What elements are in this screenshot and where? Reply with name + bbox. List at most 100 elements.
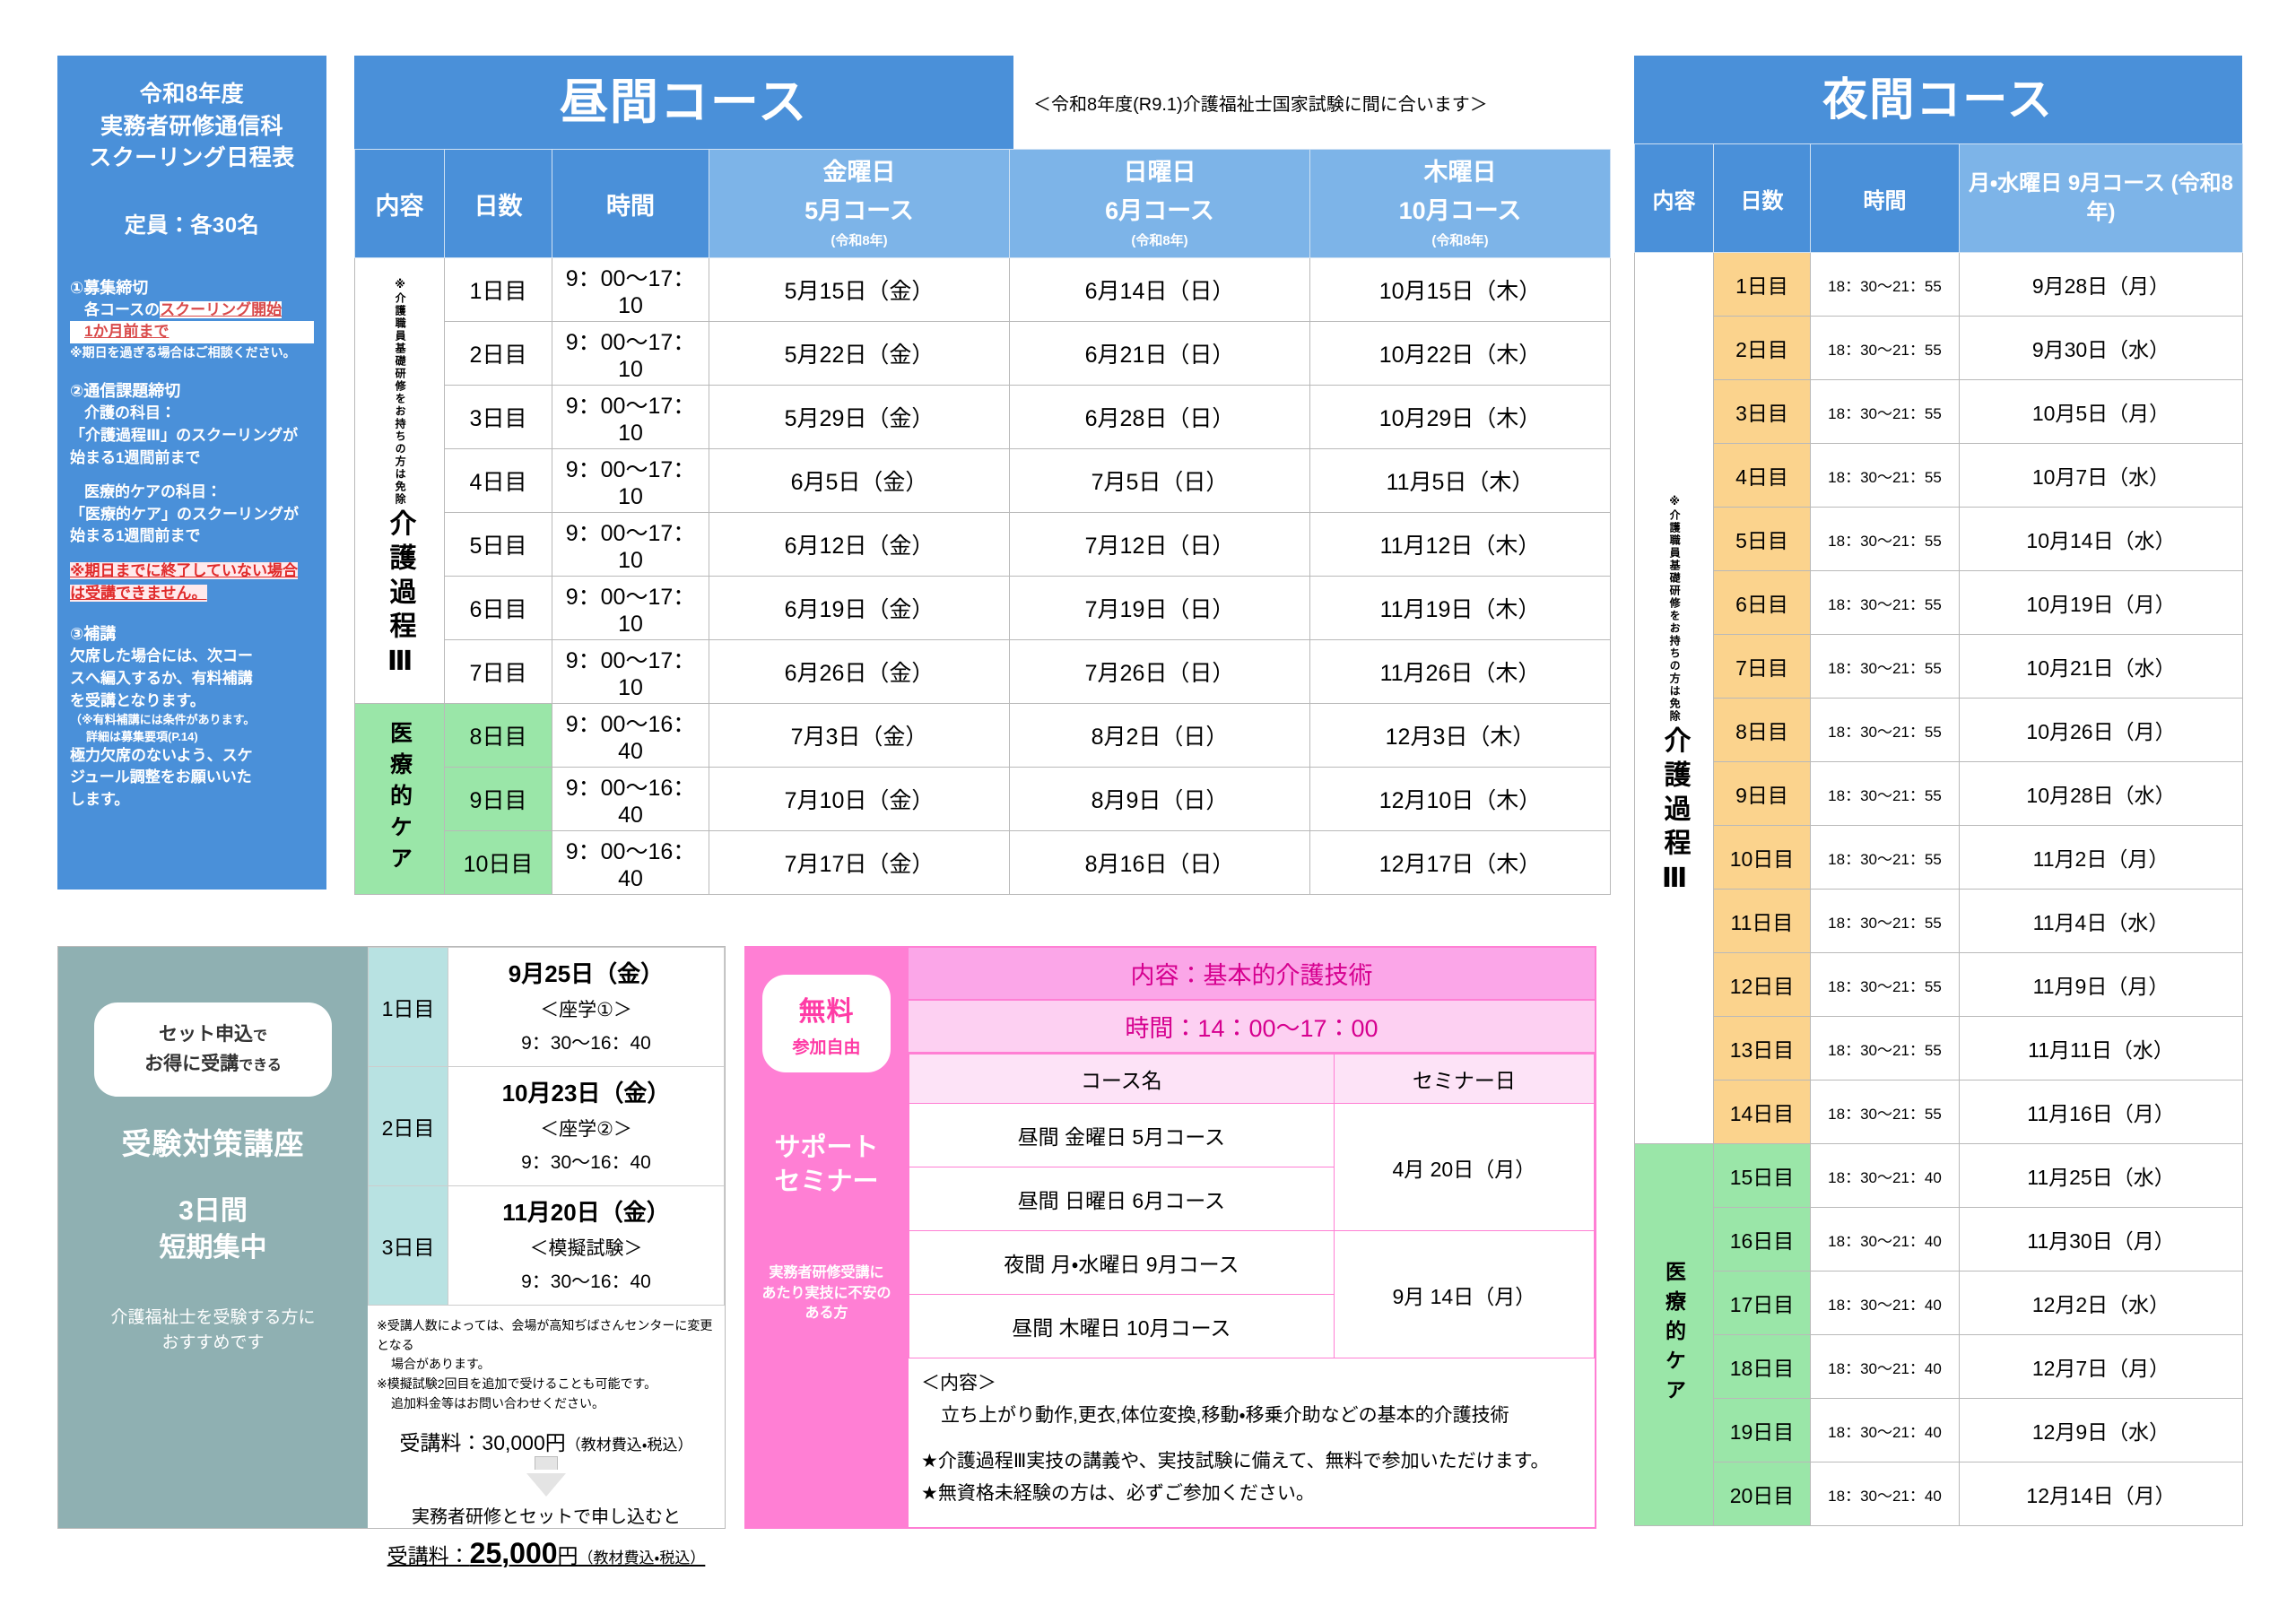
cell-time: 9：00～17：10	[552, 576, 709, 640]
cell-day: 2日目	[444, 321, 552, 386]
cell-date-june: 7月26日（日）	[1009, 639, 1310, 704]
th-month: 6月コース	[1105, 196, 1214, 224]
cell-session: 11月20日（金） ＜模擬試験＞ 9：30～16：40	[448, 1185, 725, 1306]
table-row: 2日目 10月23日（金） ＜座学②＞ 9：30～16：40	[368, 1066, 725, 1186]
th-content: 内容	[354, 149, 445, 258]
th-year: (令和8年)	[831, 233, 888, 249]
cell-day: 9日目	[444, 767, 552, 831]
night-course-section: 夜間コース 内容 日数 時間 月・水曜日 9月コース (令和8年) 介護過程Ⅲ ※…	[1634, 56, 2243, 1526]
group-label-text: 医療的ケア	[387, 720, 413, 878]
cell-date-october: 12月10日（木）	[1309, 767, 1611, 831]
exam-sub-line1: 3日間	[178, 1196, 248, 1227]
table-row: 6日目 18：30～21：55 10月19日（月）	[1635, 570, 2243, 635]
cell-time: 18：30～21：55	[1810, 952, 1960, 1017]
cell-time: 18：30～21：40	[1810, 1271, 1960, 1335]
th-month: 5月コース	[804, 196, 914, 224]
cell-day: 1日目	[444, 257, 552, 322]
cell-date-june: 8月2日（日）	[1009, 703, 1310, 768]
seminar-footer: 実務者研修受講に あたり実技に不安の ある方	[750, 1263, 903, 1324]
cell-date: 11月2日（月）	[1959, 825, 2243, 890]
day-course-note: ＜令和8年度(R9.1)介護福祉士国家試験に間に合います＞	[1033, 95, 1488, 115]
cell-date-october: 11月26日（木）	[1309, 639, 1611, 704]
cell-time: 9：00～16：40	[552, 830, 709, 895]
cell-date: 12月2日（水）	[1959, 1271, 2243, 1335]
cell-date: 10月14日（水）	[1959, 507, 2243, 571]
cell-date-october: 10月22日（木）	[1309, 321, 1611, 386]
cell-time: 9：00～17：10	[552, 639, 709, 704]
cell-time: 18：30～21：40	[1810, 1398, 1960, 1462]
th-year: (令和8年)	[1131, 233, 1188, 249]
table-row: 医療的ケア 15日目 18：30～21：40 11月25日（水）	[1634, 1143, 2243, 1526]
cell-day: 8日目	[1713, 698, 1811, 762]
cell-day: 13日目	[1713, 1016, 1811, 1081]
note2-warning-line1: ※期日までに終了していない場合	[70, 562, 299, 580]
cell-date: 10月28日（水）	[1959, 761, 2243, 826]
note3-line1: 欠席した場合には、次コー	[70, 647, 253, 665]
cell-time: 18：30～21：55	[1810, 698, 1960, 762]
cell-session: 10月23日（金） ＜座学②＞ 9：30～16：40	[448, 1066, 725, 1186]
exam-fee-condition: 実務者研修とセットで申し込むと	[412, 1507, 681, 1528]
table-row: 18日目 18：30～21：40 12月7日（月）	[1635, 1334, 2243, 1399]
cell-date-june: 6月14日（日）	[1009, 257, 1310, 322]
sidebar-title: 令和8年度 実務者研修通信科 スクーリング日程表	[70, 79, 314, 175]
cell-time: 18：30～21：55	[1810, 1080, 1960, 1144]
table-row: 介護過程Ⅲ ※介護職員基礎研修をお持ちの方は免除 1日目 9：00～17：10 …	[354, 257, 1611, 704]
sidebar-title-line2: 実務者研修通信科	[100, 113, 283, 139]
badge-open: 参加自由	[792, 1038, 861, 1057]
cell-time: 18：30～21：55	[1810, 889, 1960, 953]
cell-day: 15日目	[1713, 1143, 1811, 1208]
table-row: 13日目 18：30～21：55 11月11日（水）	[1635, 1016, 2243, 1081]
note1-highlight: スクーリング開始	[160, 300, 283, 318]
seminar-banner: 無料 参加自由 サポート セミナー 実務者研修受講に あたり実技に不安の ある方	[744, 946, 909, 1529]
cell-date: 11月11日（水）	[1959, 1016, 2243, 1081]
table-row: 7日目 18：30～21：55 10月21日（水）	[1635, 634, 2243, 699]
exam-foot-line2: おすすめです	[161, 1332, 265, 1352]
table-row: 4日目 9：00～17：10 6月5日（金） 7月5日（日） 11月5日（木）	[355, 448, 1611, 513]
note2-line4: 医療的ケアの科目：	[84, 483, 222, 501]
note2-line2: 「介護過程Ⅲ」のスクーリングが	[70, 426, 299, 444]
cell-date-may: 6月5日（金）	[709, 448, 1010, 513]
cell-date-june: 7月5日（日）	[1009, 448, 1310, 513]
note3-line6: 極力欠席のないよう、スケ	[70, 746, 253, 764]
note2-line1: 介護の科目：	[84, 404, 176, 422]
cell-time: 9：00～17：10	[552, 257, 709, 322]
cell-day: 4日目	[1713, 443, 1811, 508]
group-label-text: 医療的ケア	[1662, 1261, 1686, 1409]
cell-day: 10日目	[444, 830, 552, 895]
cell-date: 12月14日（月）	[1959, 1462, 2243, 1526]
cell-day: 3日目	[368, 1185, 448, 1306]
cell-date-june: 8月16日（日）	[1009, 830, 1310, 895]
table-row: 9日目 18：30～21：55 10月28日（水）	[1635, 761, 2243, 826]
prep-note-2: ※模擬試験2回目を追加で受けることも可能です。	[377, 1376, 657, 1392]
session-date: 11月20日（金）	[502, 1199, 670, 1226]
cell-course-name: 昼間 木曜日 10月コース	[909, 1294, 1335, 1358]
cell-date-october: 11月19日（木）	[1309, 576, 1611, 640]
cell-time: 18：30～21：55	[1810, 316, 1960, 380]
cell-time: 18：30～21：40	[1810, 1334, 1960, 1399]
cell-date-october: 10月29日（木）	[1309, 385, 1611, 449]
cell-date-may: 5月29日（金）	[709, 385, 1010, 449]
cell-time: 18：30～21：40	[1810, 1143, 1960, 1208]
cell-date-may: 6月19日（金）	[709, 576, 1010, 640]
cell-day: 16日目	[1713, 1207, 1811, 1271]
th-month: 10月コース	[1398, 196, 1522, 224]
th-seminar-date: セミナー日	[1333, 1054, 1596, 1104]
cell-time: 9：00～16：40	[552, 767, 709, 831]
session-kind: ＜模擬試験＞	[529, 1238, 643, 1259]
table-row: 4日目 18：30～21：55 10月7日（水）	[1635, 443, 2243, 508]
detail-line1: 立ち上がり動作,更衣,体位変換,移動・移乗介助などの基本的介護技術	[941, 1404, 1509, 1426]
cell-date-may: 6月12日（金）	[709, 512, 1010, 577]
cell-date: 12月9日（水）	[1959, 1398, 2243, 1462]
fee-discount-unit: 円	[557, 1544, 578, 1568]
cell-date: 11月25日（水）	[1959, 1143, 2243, 1208]
cell-time: 18：30～21：55	[1810, 825, 1960, 890]
group-side-note: ※介護職員基礎研修をお持ちの方は免除	[1668, 495, 1682, 723]
cell-date-may: 7月10日（金）	[709, 767, 1010, 831]
cell-day: 7日目	[1713, 634, 1811, 699]
table-row: 介護過程Ⅲ ※介護職員基礎研修をお持ちの方は免除 1日目 18：30～21：55 9月2…	[1634, 252, 2243, 1144]
support-seminar-section: 無料 参加自由 サポート セミナー 実務者研修受講に あたり実技に不安の ある方…	[744, 946, 1596, 1529]
seminar-header-row: コース名 セミナー日	[909, 1054, 1596, 1104]
table-row: 19日目 18：30～21：40 12月9日（水）	[1635, 1398, 2243, 1462]
night-course-title: 夜間コース	[1634, 56, 2242, 143]
table-row: 7日目 9：00～17：10 6月26日（金） 7月26日（日） 11月26日（…	[355, 639, 1611, 704]
